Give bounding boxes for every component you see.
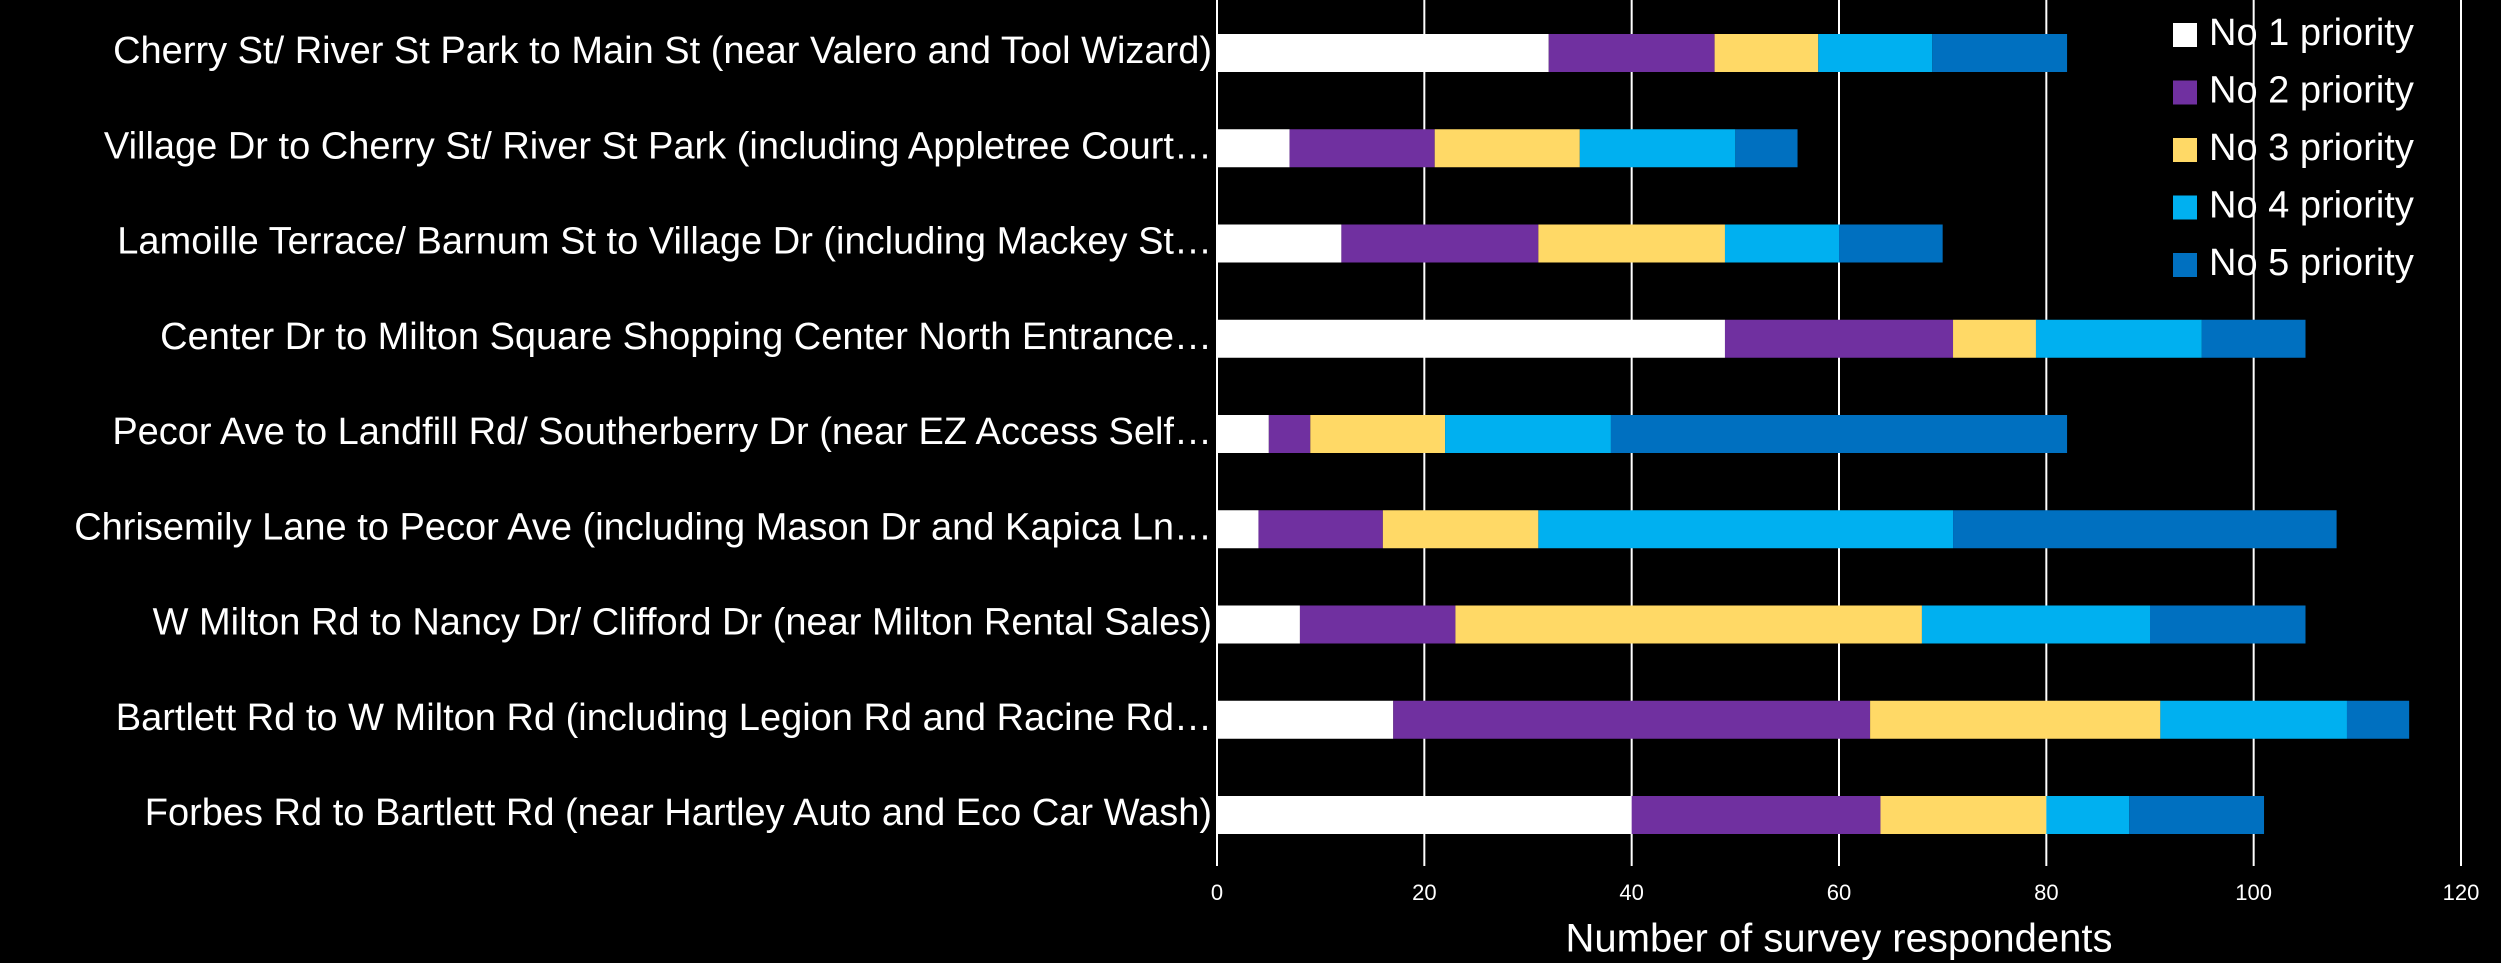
y-tick-label: Lamoille Terrace/ Barnum St to Village D… [117, 221, 1212, 263]
bar-segment [1724, 319, 1954, 358]
y-tick-label: Center Dr to Milton Square Shopping Cent… [160, 316, 1212, 358]
x-tick-label: 60 [1827, 880, 1851, 905]
legend-label: No 1 priority [2209, 12, 2414, 54]
legend-swatch [2173, 138, 2197, 162]
x-tick-label: 40 [1619, 880, 1643, 905]
bar-segment [2160, 700, 2347, 739]
y-tick-label: Forbes Rd to Bartlett Rd (near Hartley A… [145, 792, 1212, 834]
bar-segment [1310, 415, 1446, 453]
bar-segment [1289, 129, 1435, 168]
bar-segment [1818, 34, 1933, 72]
bar-segment [1434, 129, 1580, 168]
legend-swatch [2173, 195, 2197, 220]
bar-segment [1839, 224, 1943, 263]
bar-segment [1382, 510, 1539, 549]
x-axis-title: Number of survey respondents [1566, 917, 2113, 961]
bar-segment [1217, 224, 1342, 263]
y-tick-label: Cherry St/ River St Park to Main St (nea… [113, 30, 1212, 72]
bar-segment [1921, 605, 2150, 644]
bar-segment [1714, 34, 1819, 72]
y-tick-label: Bartlett Rd to W Milton Rd (including Le… [116, 697, 1212, 739]
x-tick-label: 120 [2443, 880, 2480, 905]
bar-segment [1735, 129, 1798, 168]
legend-label: No 4 priority [2209, 185, 2414, 227]
x-tick-label: 80 [2034, 880, 2058, 905]
bar-segment [1932, 34, 2068, 72]
bar-segment [1217, 700, 1394, 739]
bar-segment [1610, 415, 2068, 453]
legend-label: No 5 priority [2209, 242, 2414, 284]
bar-segment [1724, 224, 1839, 263]
bar-segment [1953, 510, 2337, 549]
bar-segment [1217, 129, 1290, 168]
x-tick-label: 0 [1211, 880, 1223, 905]
y-tick-label: Village Dr to Cherry St/ River St Park (… [104, 125, 1212, 167]
bar-segment [1341, 224, 1539, 263]
bar-segment [1268, 415, 1311, 453]
legend-label: No 3 priority [2209, 127, 2414, 169]
bar-segment [1217, 319, 1725, 358]
bar-segment [1538, 224, 1725, 263]
bar-segment [1579, 129, 1736, 168]
bar-segment [1548, 34, 1715, 72]
bar-segment [2346, 700, 2410, 739]
y-tick-label: W Milton Rd to Nancy Dr/ Clifford Dr (ne… [153, 602, 1212, 644]
x-tick-label: 20 [1412, 880, 1436, 905]
legend-swatch [2173, 23, 2197, 47]
bar-segment [2150, 605, 2306, 644]
y-tick-label: Chrisemily Lane to Pecor Ave (including … [74, 506, 1212, 548]
y-tick-label: Pecor Ave to Landfill Rd/ Southerberry D… [112, 411, 1212, 453]
bar-segment [1217, 415, 1269, 453]
bar-segment [1393, 700, 1871, 739]
bar-segment [2129, 796, 2265, 834]
legend-swatch [2173, 253, 2197, 277]
bar-segment [1217, 510, 1259, 549]
bar-segment [2046, 796, 2130, 834]
bar-segment [2201, 319, 2306, 358]
bar-segment [1217, 34, 1549, 72]
bar-segment [1455, 605, 1922, 644]
bar-segment [1538, 510, 1954, 549]
bar-segment [1880, 796, 2047, 834]
bar-segment [1445, 415, 1611, 453]
x-tick-label: 100 [2235, 880, 2272, 905]
bar-segment [2035, 319, 2202, 358]
bar-segment [1631, 796, 1881, 834]
bar-segment [1258, 510, 1383, 549]
bar-segment [1217, 605, 1300, 644]
bar-segment [1299, 605, 1456, 644]
legend-label: No 2 priority [2209, 70, 2414, 112]
legend-swatch [2173, 80, 2197, 105]
bar-segment [1870, 700, 2161, 739]
bar-segment [1953, 319, 2036, 358]
bar-segment [1217, 796, 1632, 834]
